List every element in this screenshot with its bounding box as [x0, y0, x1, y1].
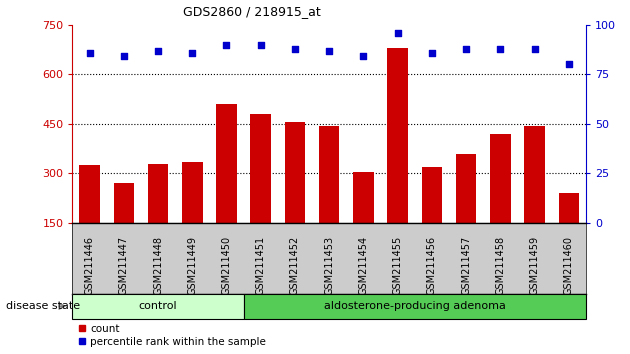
Bar [148, 164, 168, 223]
Text: disease state: disease state [6, 301, 81, 311]
Point [427, 50, 437, 55]
Bar [216, 104, 237, 223]
Bar [79, 165, 100, 223]
Point [118, 54, 129, 59]
Point [187, 50, 197, 55]
Text: GDS2860 / 218915_at: GDS2860 / 218915_at [183, 5, 321, 18]
Bar [387, 48, 408, 223]
Bar [490, 134, 510, 223]
Bar [182, 162, 202, 223]
Legend: count, percentile rank within the sample: count, percentile rank within the sample [77, 324, 266, 347]
Point [529, 46, 539, 51]
Bar [285, 122, 305, 223]
Point [324, 48, 334, 53]
Point [495, 46, 505, 51]
Bar [456, 154, 476, 223]
Bar [319, 126, 340, 223]
Point [290, 46, 300, 51]
Point [221, 42, 231, 47]
Point [153, 48, 163, 53]
Bar [524, 126, 545, 223]
Point [358, 54, 369, 59]
Point [256, 42, 266, 47]
Bar [559, 193, 579, 223]
Point [392, 30, 403, 35]
Bar [113, 183, 134, 223]
Text: aldosterone-producing adenoma: aldosterone-producing adenoma [324, 301, 506, 311]
Bar [244, 294, 586, 319]
Point [461, 46, 471, 51]
Bar [421, 167, 442, 223]
Bar [353, 172, 374, 223]
Text: control: control [139, 301, 177, 311]
Point [564, 62, 574, 67]
Bar [251, 114, 271, 223]
Bar [72, 294, 244, 319]
Point [84, 50, 94, 55]
